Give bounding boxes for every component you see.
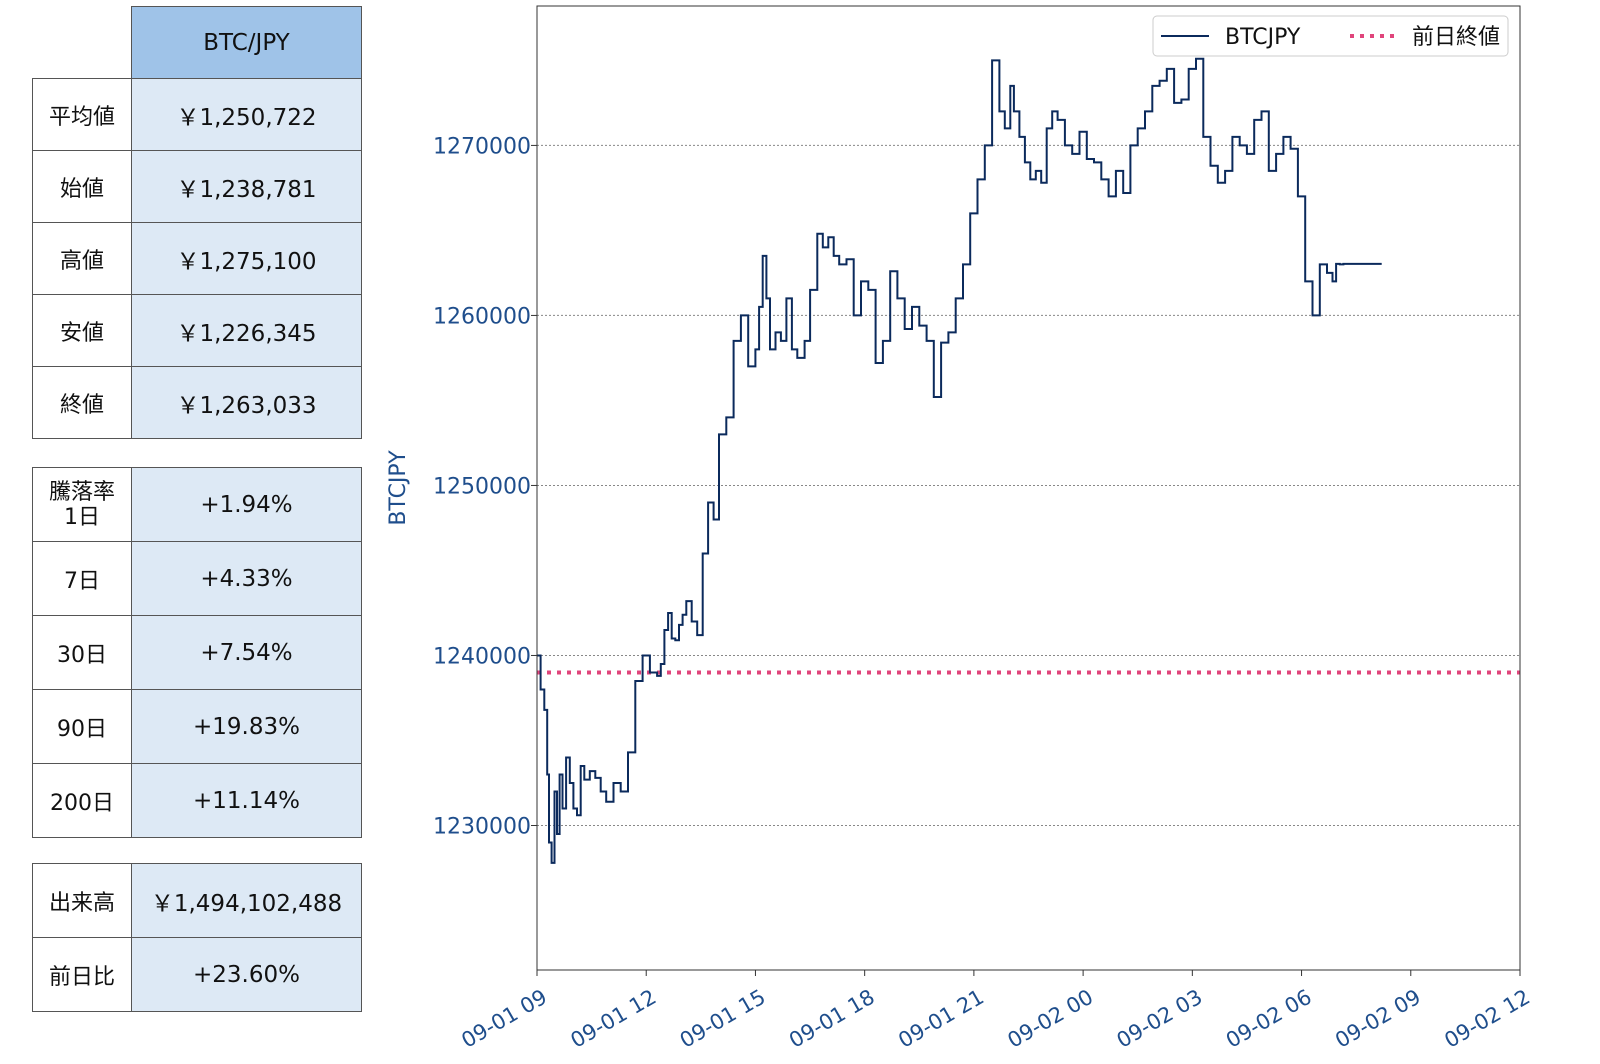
stat-label-average: 平均値 [32,78,132,151]
x-tick-label: 09-01 21 [894,985,988,1053]
stat-label-close: 終値 [32,366,132,439]
x-tick-label: 09-02 06 [1222,985,1316,1053]
y-tick-label: 1270000 [433,134,531,159]
volume-label: 出来高 [32,863,132,938]
y-tick-label: 1260000 [433,304,531,329]
x-tick-label: 09-01 09 [457,985,551,1053]
volume-table: 出来高 ￥1,494,102,488 前日比 +23.60% [32,863,362,1012]
y-axis-ticks: 1230000 1240000 1250000 1260000 1270000 [433,134,537,839]
volume-value: ￥1,494,102,488 [131,863,362,938]
change-label-200d: 200日 [32,763,132,838]
change-label-30d: 30日 [32,615,132,690]
change-label-1d-line2: 1日 [64,504,100,530]
y-axis-label: BTCJPY [386,450,411,526]
y-tick-label: 1240000 [433,644,531,669]
volume-change-label: 前日比 [32,937,132,1012]
x-axis-ticks: 09-01 09 09-01 12 09-01 15 09-01 18 09-01 21… [457,970,1534,1053]
stat-value-average: ￥1,250,722 [131,78,362,151]
chart-frame [536,5,1521,971]
chart-series [537,57,1382,864]
stats-table-header: BTC/JPY [131,6,362,79]
legend-box [1152,15,1509,57]
change-label-1d: 騰落率 1日 [32,467,132,542]
change-label-1d-line1: 騰落率 [48,479,115,505]
stats-table: BTC/JPY 平均値 ￥1,250,722 始値 ￥1,238,781 高値 … [32,6,362,439]
x-tick-label: 09-01 15 [676,985,770,1053]
series-line-btcjpy [537,57,1382,864]
stat-value-close: ￥1,263,033 [131,366,362,439]
change-value-30d: +7.54% [131,615,362,690]
change-label-7d: 7日 [32,541,132,616]
legend-label-previous-close: 前日終値 [1412,25,1500,50]
chart-gridlines [537,144,1520,826]
stat-value-low: ￥1,226,345 [131,294,362,367]
stat-label-low: 安値 [32,294,132,367]
y-tick-label: 1230000 [433,814,531,839]
stat-label-high: 高値 [32,222,132,295]
change-label-90d: 90日 [32,689,132,764]
volume-change-value: +23.60% [131,937,362,1012]
x-tick-label: 09-02 12 [1440,985,1534,1053]
x-tick-label: 09-02 00 [1003,985,1097,1053]
stat-value-open: ￥1,238,781 [131,150,362,223]
stats-table-corner [32,6,132,79]
stat-value-high: ￥1,275,100 [131,222,362,295]
x-tick-label: 09-01 12 [567,985,661,1053]
chart-legend: BTCJPY 前日終値 [1152,15,1509,57]
x-tick-label: 09-02 09 [1331,985,1425,1053]
change-value-7d: +4.33% [131,541,362,616]
legend-label-btcjpy: BTCJPY [1225,25,1301,50]
change-value-200d: +11.14% [131,763,362,838]
x-tick-label: 09-02 03 [1113,985,1207,1053]
x-tick-label: 09-01 18 [785,985,879,1053]
y-tick-label: 1250000 [433,474,531,499]
change-table: 騰落率 1日 +1.94% 7日 +4.33% 30日 +7.54% 90日 +… [32,467,362,838]
